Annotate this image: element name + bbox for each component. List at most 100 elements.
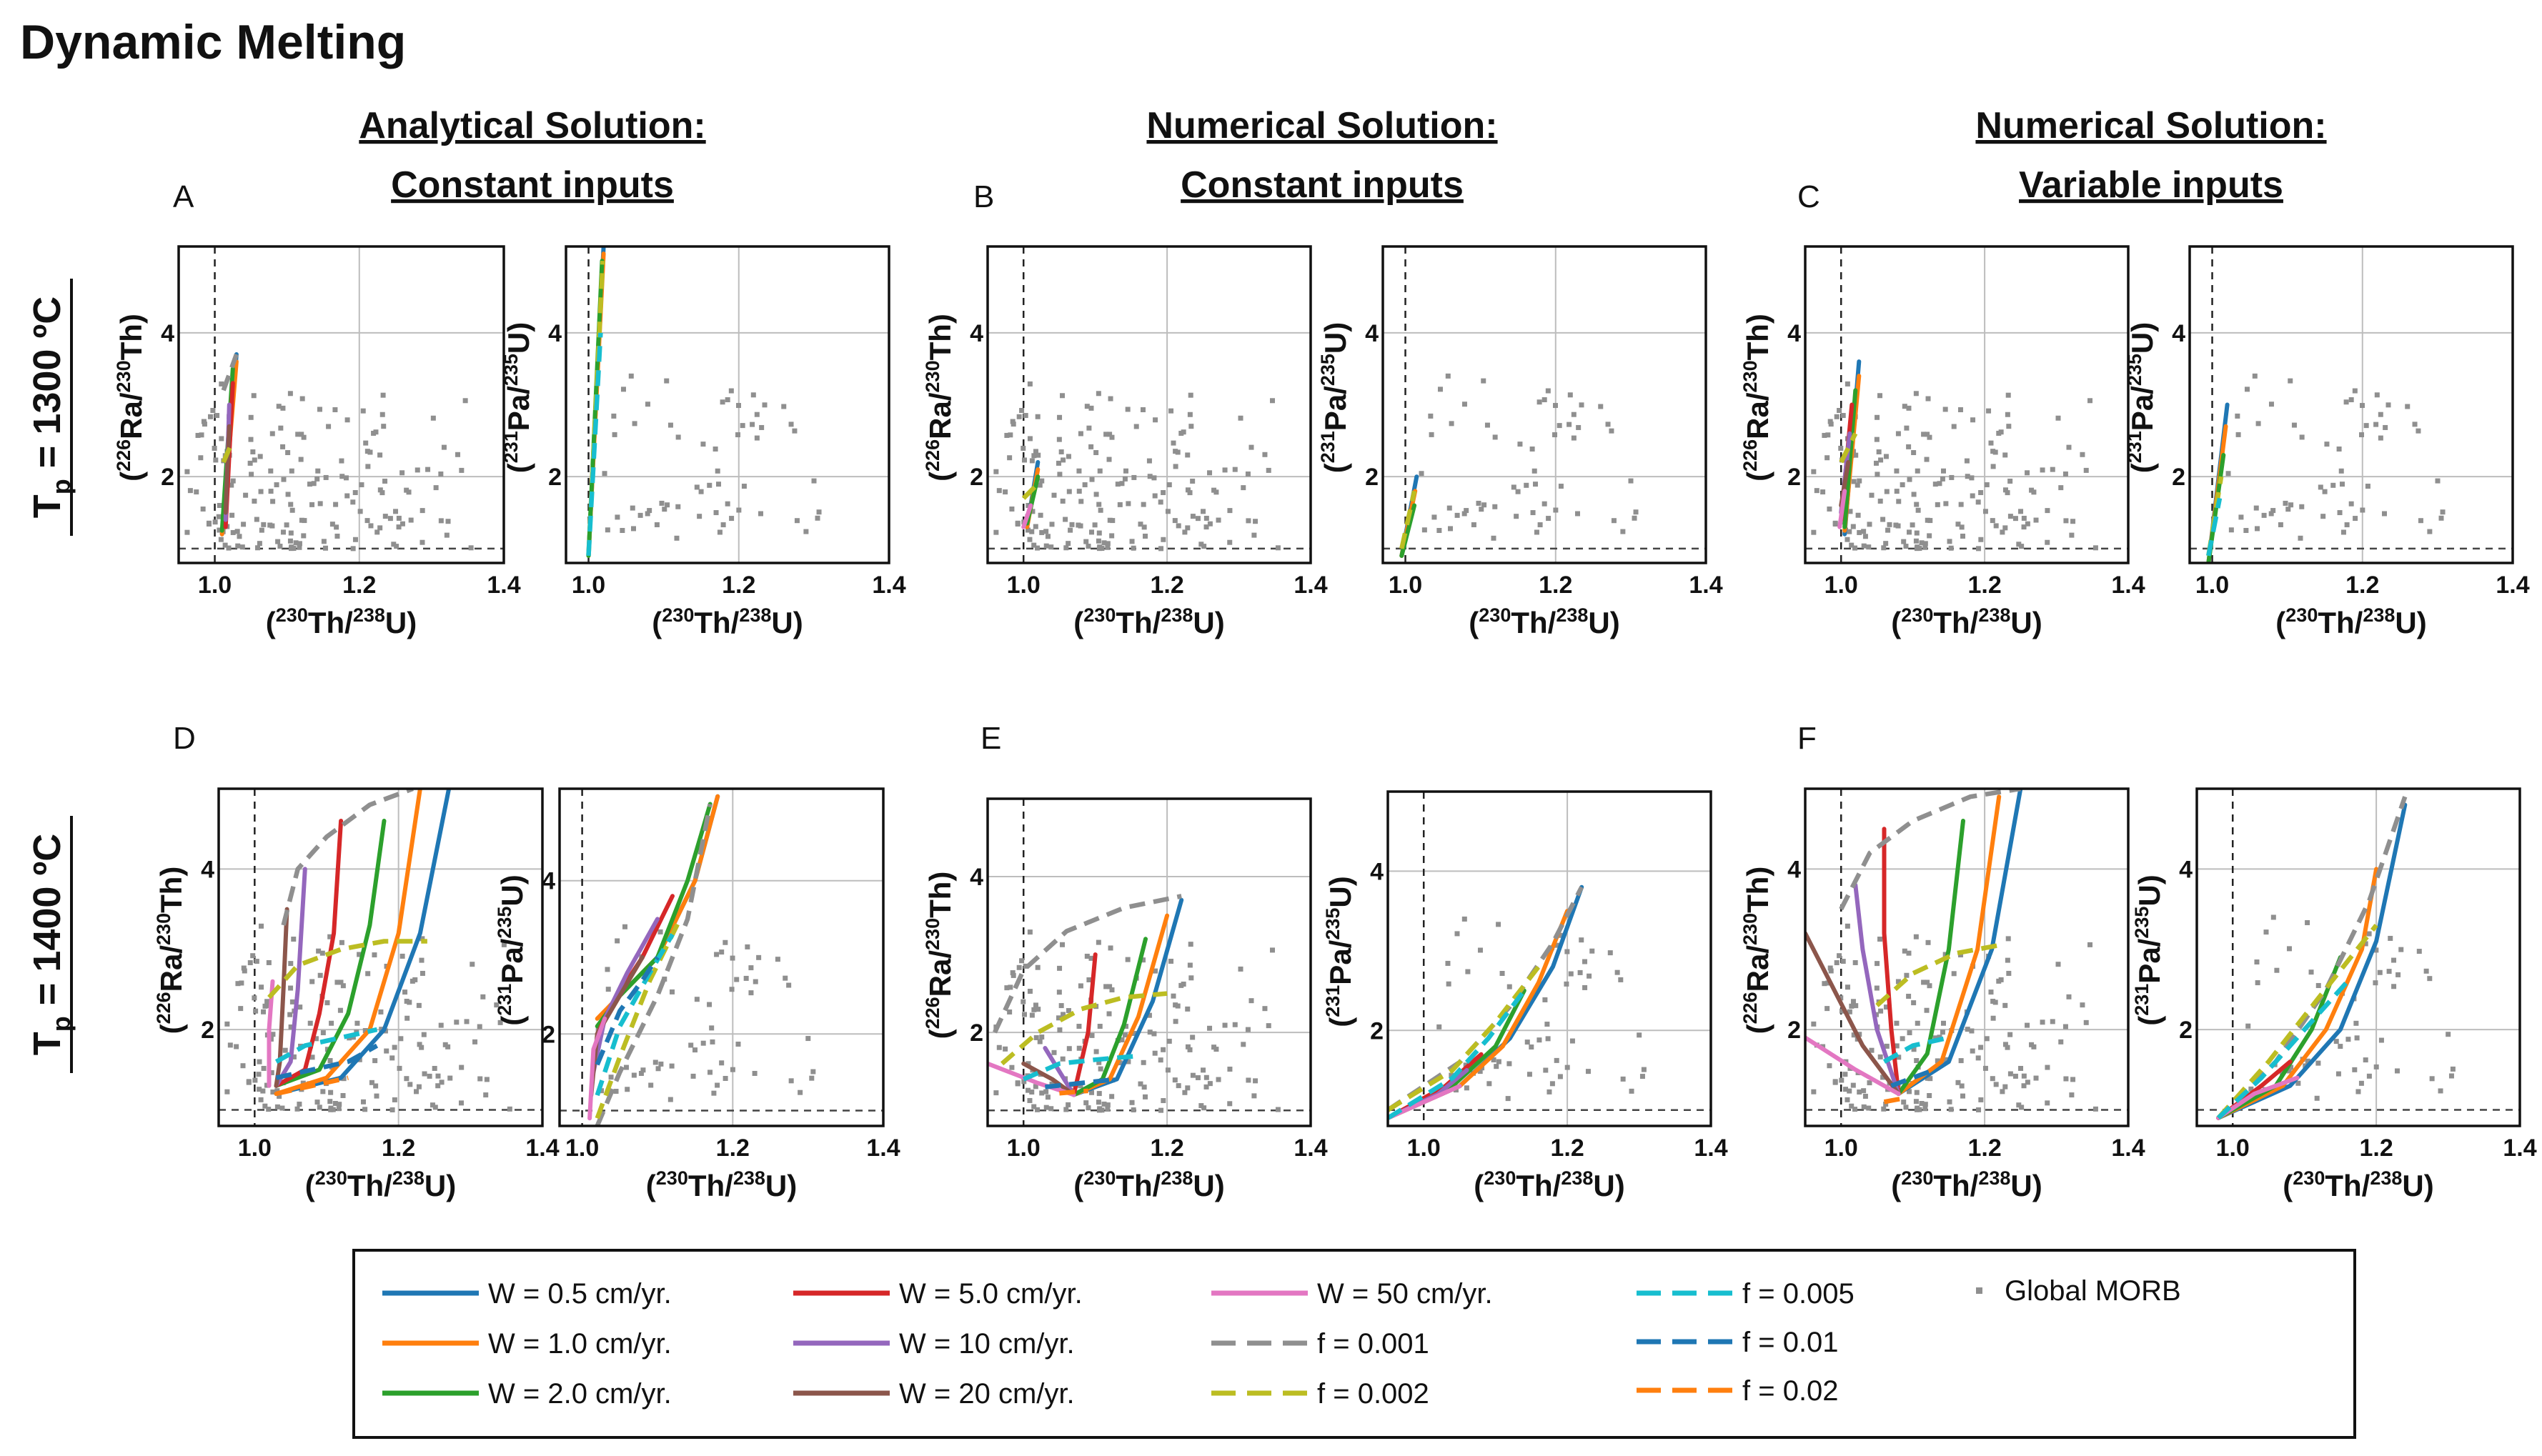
series-dashed-f-0-002 (1021, 482, 1040, 500)
morb-point (315, 468, 321, 474)
morb-point (337, 1007, 343, 1013)
series-solid-w-2-0-cm-yr- (1071, 937, 1148, 1097)
morb-point (1907, 529, 1912, 535)
morb-point (1445, 960, 1451, 966)
morb-point (2058, 485, 2064, 491)
morb-point (1172, 518, 1178, 524)
morb-point (1026, 502, 1031, 508)
morb-point (1874, 437, 1880, 442)
morb-point (1924, 457, 1930, 462)
series-dashed-f-0-01 (595, 956, 660, 1066)
morb-point (1975, 499, 1981, 505)
morb-point (214, 413, 220, 419)
morb-point (294, 1106, 300, 1112)
morb-point (816, 509, 822, 515)
morb-point (2359, 432, 2365, 438)
morb-point (343, 475, 349, 481)
morb-point (1911, 492, 1917, 497)
morb-point (264, 999, 270, 1004)
morb-point (1161, 1098, 1166, 1104)
morb-point (378, 1009, 384, 1014)
morb-point (1029, 1012, 1035, 1018)
morb-point (332, 407, 338, 413)
morb-point (264, 1082, 269, 1088)
series-dashed-f-0-002 (221, 439, 235, 464)
y-tick-label: 2 (1365, 464, 1379, 491)
morb-point (1026, 527, 1031, 533)
morb-point (1031, 1007, 1037, 1012)
morb-point (1011, 422, 1016, 427)
morb-point (2450, 1066, 2456, 1072)
morb-point (2062, 471, 2068, 477)
legend-item-f-0-002: f = 0.002 (1211, 1378, 1429, 1410)
morb-point (1906, 950, 1912, 956)
morb-point (1088, 405, 1094, 411)
morb-point (350, 499, 356, 505)
morb-point (1820, 489, 1826, 495)
morb-point (1019, 408, 1025, 414)
morb-point (1937, 481, 1942, 487)
morb-point (1190, 1034, 1196, 1040)
morb-point (357, 509, 363, 514)
morb-point (2254, 526, 2260, 532)
series-dashed-f-0-001 (1388, 886, 1584, 1112)
morb-point (1097, 544, 1103, 550)
y-tick-label: 2 (542, 1021, 555, 1048)
morb-point (2019, 1105, 2025, 1110)
morb-point (1222, 467, 1228, 473)
morb-point (630, 505, 635, 511)
morb-point (1499, 970, 1505, 976)
morb-point (230, 478, 236, 484)
morb-point (754, 412, 760, 417)
morb-point (2235, 432, 2241, 437)
morb-point (675, 504, 681, 509)
morb-point (2002, 452, 2008, 458)
series-solid-w-2-0-cm-yr- (595, 802, 713, 1029)
morb-point (323, 545, 329, 551)
morb-point (2005, 412, 2010, 417)
morb-point (1866, 1105, 1872, 1111)
morb-point (1039, 1034, 1045, 1040)
morb-point (602, 471, 607, 477)
morb-point (2305, 919, 2310, 925)
morb-point (711, 1090, 717, 1096)
morb-point (1958, 502, 1964, 507)
morb-point (735, 432, 741, 438)
morb-point (1141, 1084, 1147, 1090)
morb-point (1569, 1038, 1575, 1044)
morb-point (1543, 1067, 1549, 1073)
morb-point (2045, 1064, 2050, 1070)
legend-item-w-10-cm-yr-: W = 10 cm/yr. (793, 1328, 1075, 1360)
morb-point (2005, 490, 2010, 496)
morb-point (1103, 432, 1109, 437)
morb-point (694, 997, 700, 1002)
morb-point (277, 544, 283, 549)
morb-point (249, 472, 254, 477)
morb-point (1449, 1072, 1454, 1078)
morb-point (2318, 484, 2323, 490)
morb-point (1165, 509, 1171, 514)
morb-point (1970, 493, 1975, 499)
morb-point (1838, 995, 1844, 1001)
morb-point (2358, 1080, 2364, 1086)
morb-point (1537, 522, 1543, 528)
morb-point (759, 424, 765, 430)
morb-point (1536, 1037, 1542, 1043)
morb-point (392, 1044, 397, 1050)
plot-frame (1804, 787, 2130, 1127)
morb-point (2025, 470, 2030, 476)
series-solid-w-0-5-cm-yr- (2216, 802, 2408, 1120)
series-solid-w-5-0-cm-yr- (1882, 827, 1901, 1096)
morb-point (1978, 1097, 1984, 1102)
morb-point (362, 1107, 368, 1112)
morb-point (1515, 489, 1521, 494)
morb-point (297, 544, 302, 550)
y-tick-label: 2 (1787, 1017, 1801, 1044)
legend-label: Global MORB (2005, 1275, 2181, 1307)
morb-point (1108, 396, 1113, 402)
morb-point (665, 502, 670, 508)
morb-point (274, 1088, 280, 1094)
morb-point (2040, 467, 2045, 473)
morb-point (1151, 1031, 1157, 1037)
morb-point (2006, 970, 2012, 976)
